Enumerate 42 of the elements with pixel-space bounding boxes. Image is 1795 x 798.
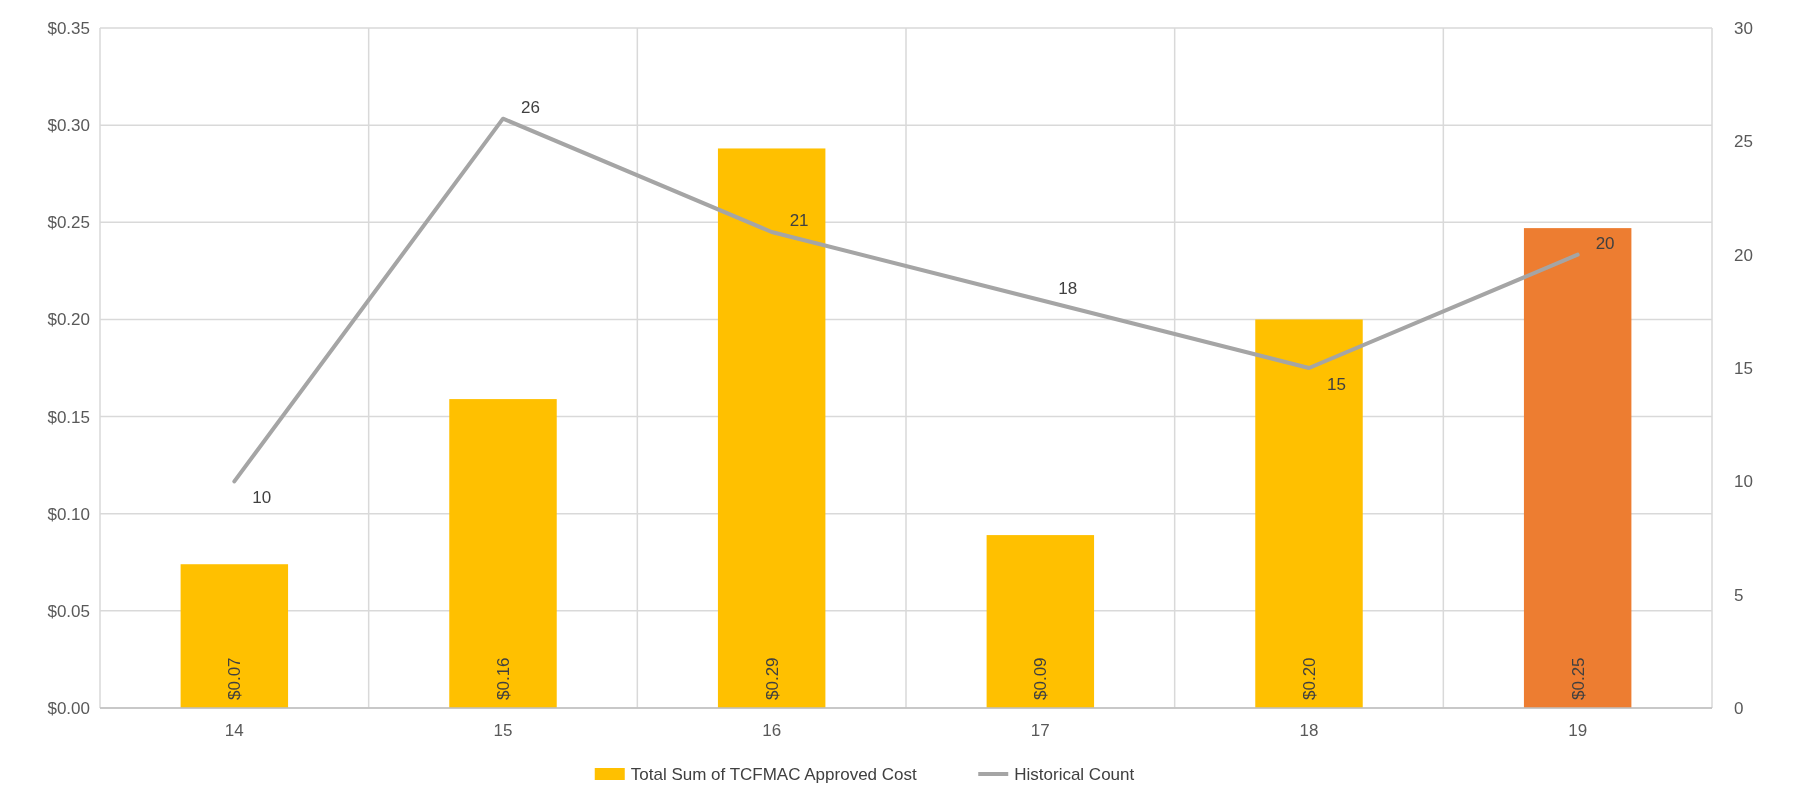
data-label: $0.25 bbox=[1568, 657, 1588, 700]
x-tick-label: 16 bbox=[762, 721, 782, 740]
data-label: 21 bbox=[789, 211, 809, 230]
y2-tick-label: 5 bbox=[1734, 585, 1744, 605]
line-series bbox=[232, 116, 1580, 484]
y-tick-label: $0.10 bbox=[47, 504, 90, 524]
data-label: $0.09 bbox=[1031, 657, 1051, 700]
x-tick-label: 17 bbox=[1030, 721, 1050, 740]
y-tick-label: $0.00 bbox=[47, 699, 90, 718]
bar bbox=[1523, 228, 1632, 708]
y-tick-label: $0.35 bbox=[47, 19, 90, 38]
bar bbox=[449, 399, 557, 708]
legend-label: Total Sum of TCFMAC Approved Cost bbox=[630, 765, 917, 784]
data-label: 10 bbox=[252, 488, 272, 508]
data-label: $0.16 bbox=[494, 657, 513, 700]
legend-label: Historical Count bbox=[1014, 765, 1135, 784]
bar bbox=[717, 148, 826, 708]
bar bbox=[180, 564, 289, 708]
data-label: $0.07 bbox=[225, 657, 245, 700]
y-tick-label: $0.15 bbox=[47, 407, 90, 427]
y2-tick-label: 0 bbox=[1734, 699, 1744, 718]
data-label: $0.29 bbox=[762, 657, 782, 700]
y2-tick-label: 30 bbox=[1734, 19, 1753, 38]
bar bbox=[986, 535, 1095, 708]
y-tick-label: $0.20 bbox=[47, 310, 90, 330]
data-label: $0.20 bbox=[1300, 657, 1319, 700]
x-tick-label: 15 bbox=[493, 721, 513, 740]
x-tick-label: 14 bbox=[224, 721, 244, 740]
y2-tick-label: 20 bbox=[1734, 245, 1753, 265]
y-tick-label: $0.30 bbox=[47, 116, 90, 136]
data-label: 18 bbox=[1058, 279, 1078, 298]
y2-tick-label: 25 bbox=[1734, 132, 1753, 152]
data-label: 15 bbox=[1327, 375, 1346, 394]
y-tick-label: $0.25 bbox=[47, 213, 90, 233]
data-label: 20 bbox=[1595, 233, 1615, 253]
data-label: 26 bbox=[521, 97, 540, 117]
x-tick-label: 18 bbox=[1299, 721, 1319, 740]
bar bbox=[1255, 319, 1363, 708]
y2-tick-label: 10 bbox=[1734, 472, 1753, 492]
x-tick-label: 19 bbox=[1568, 721, 1588, 740]
y2-tick-label: 15 bbox=[1734, 359, 1753, 378]
y-tick-label: $0.05 bbox=[47, 601, 90, 621]
